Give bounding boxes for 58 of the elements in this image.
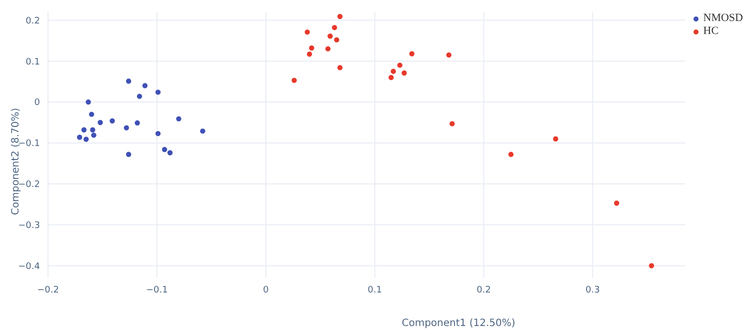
point	[90, 127, 96, 132]
x-tick-label: 0.3	[586, 285, 600, 296]
point	[337, 14, 343, 20]
point	[88, 112, 94, 117]
y-tick-label: −0.4	[18, 262, 40, 272]
point	[167, 150, 173, 156]
point	[450, 121, 455, 126]
y-tick-label: 0.2	[26, 16, 40, 26]
point	[86, 99, 91, 105]
y-tick-label: 0.1	[26, 57, 40, 68]
point	[337, 65, 343, 70]
x-tick-label: −0.2	[37, 285, 59, 296]
point	[126, 152, 132, 158]
point	[304, 29, 310, 35]
point	[553, 136, 558, 142]
point	[614, 200, 620, 206]
point	[110, 118, 115, 124]
point	[81, 127, 87, 132]
point	[309, 45, 314, 51]
point	[91, 132, 96, 138]
point	[332, 24, 338, 30]
point	[176, 116, 182, 122]
x-tick-label: 0.2	[476, 285, 491, 296]
point	[328, 34, 333, 39]
point	[84, 136, 89, 142]
point	[334, 37, 340, 42]
point	[446, 52, 452, 58]
x-tick-label: −0.1	[146, 285, 168, 296]
point	[648, 263, 654, 268]
point	[155, 130, 161, 136]
point	[325, 46, 331, 52]
point	[402, 70, 407, 76]
point	[409, 51, 414, 56]
point	[200, 128, 206, 134]
point	[390, 68, 396, 74]
point	[397, 62, 402, 68]
point	[155, 90, 161, 95]
legend-label: HC	[703, 25, 719, 38]
point	[134, 120, 140, 126]
point	[136, 94, 142, 99]
x-tick-label: 0.1	[368, 285, 382, 296]
point	[76, 134, 82, 140]
point	[98, 120, 103, 126]
x-tick-label: 0	[263, 285, 269, 296]
point	[126, 78, 132, 84]
y-tick-label: −0.3	[18, 220, 40, 231]
y-tick-label: −0.2	[18, 180, 40, 190]
y-tick-label: −0.1	[18, 139, 40, 150]
point	[388, 74, 394, 80]
point	[508, 152, 514, 158]
point	[142, 83, 148, 88]
point	[306, 52, 312, 57]
point	[292, 78, 297, 83]
x-axis-title: Component1 (12.50%)	[402, 318, 516, 329]
legend-label: NMOSD	[703, 12, 743, 25]
y-tick-label: 0	[34, 98, 40, 108]
point	[124, 125, 130, 130]
point	[162, 146, 168, 152]
